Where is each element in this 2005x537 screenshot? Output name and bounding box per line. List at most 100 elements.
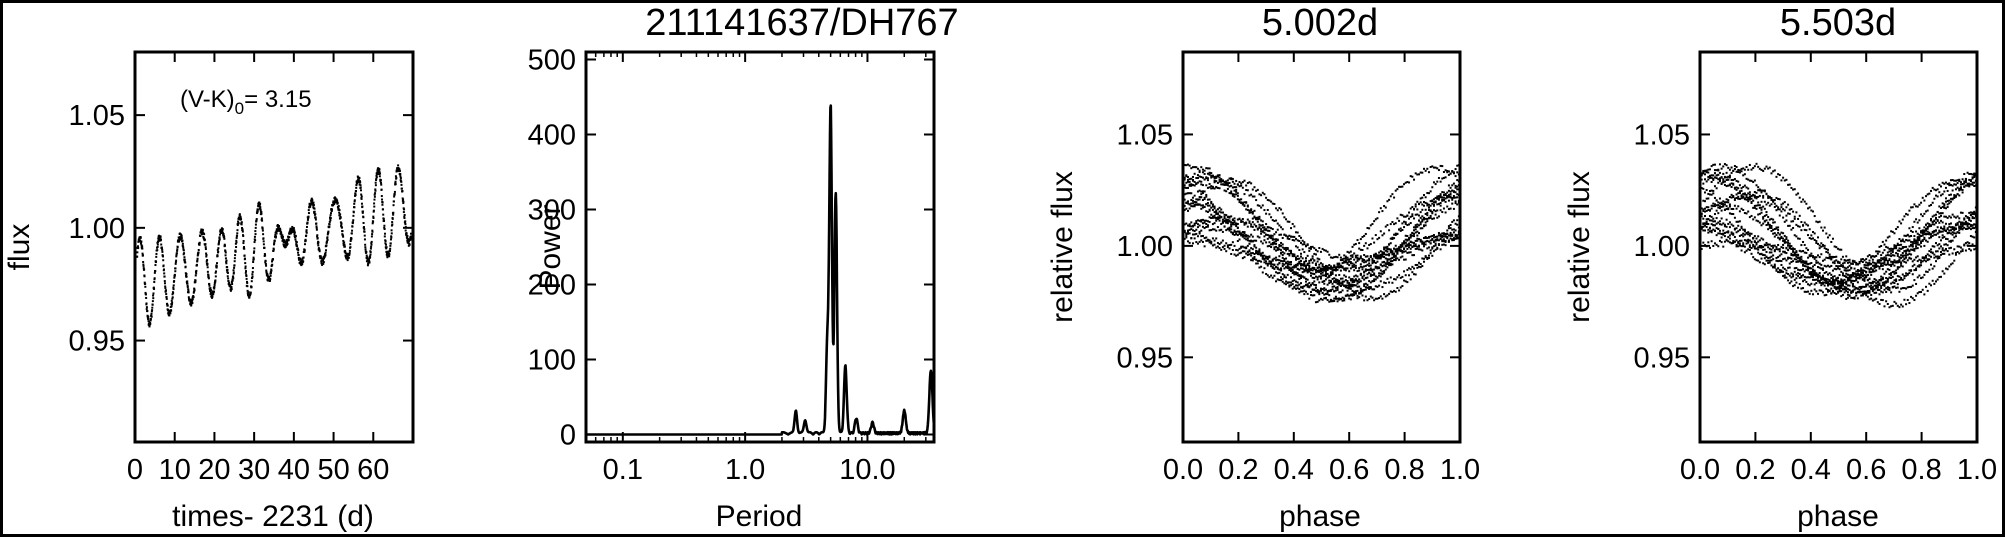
phased-point	[1928, 192, 1931, 195]
phased-point	[1388, 264, 1391, 267]
phased-point	[1775, 256, 1778, 259]
lightcurve-point	[164, 289, 167, 292]
phased-point	[1871, 280, 1874, 283]
lightcurve-point	[190, 304, 193, 307]
phased-point	[1419, 227, 1422, 230]
phased-point	[1363, 234, 1366, 237]
lightcurve-point	[306, 221, 309, 224]
phased-point	[1334, 281, 1337, 284]
lightcurve-point	[222, 233, 225, 236]
phased-point	[1396, 249, 1399, 252]
lightcurve-point	[246, 289, 249, 292]
lightcurve-point	[325, 241, 328, 244]
phased-point	[1895, 286, 1898, 289]
phased-point	[1324, 270, 1327, 273]
phased-point	[1944, 207, 1947, 210]
phased-point	[1732, 194, 1735, 197]
lightcurve-point	[171, 301, 174, 304]
phased-point	[1805, 265, 1808, 268]
phased-point	[1293, 273, 1296, 276]
phased-point	[1954, 195, 1957, 198]
phased-point	[1293, 255, 1296, 258]
phased-point	[1416, 247, 1419, 250]
phased-point	[1313, 277, 1316, 280]
phased-point	[1313, 247, 1316, 250]
phased-point	[1333, 277, 1336, 280]
phased-point	[1270, 200, 1273, 203]
lightcurve-point	[404, 223, 407, 226]
phased-point	[1304, 277, 1307, 280]
phased-ytick-label: 1.05	[1117, 119, 1173, 151]
phased-point	[1266, 237, 1269, 240]
lightcurve-point	[394, 175, 397, 178]
phased-point	[1336, 263, 1339, 266]
lightcurve-point	[242, 242, 245, 245]
phased-point	[1235, 188, 1238, 191]
phased-point	[1752, 199, 1755, 202]
lightcurve-point	[225, 262, 228, 265]
lightcurve-point	[389, 238, 392, 241]
lightcurve-point	[380, 183, 383, 186]
phased-point	[1338, 282, 1341, 285]
phased-point	[1266, 229, 1269, 232]
lightcurve-point	[360, 195, 363, 198]
phased-point	[1456, 219, 1459, 222]
phased-point	[1351, 266, 1354, 269]
phased-point	[1833, 275, 1836, 278]
lightcurve-point	[372, 220, 375, 223]
phased-point	[1868, 281, 1871, 284]
phased-point	[1725, 176, 1728, 179]
phased-point	[1920, 201, 1923, 204]
phased-point	[1303, 261, 1306, 264]
phased-point	[1218, 214, 1221, 217]
phased-point	[1878, 279, 1881, 282]
phased-xlabel-1: phase	[1279, 500, 1361, 533]
phased-point	[1846, 269, 1849, 272]
phased-point	[1916, 247, 1919, 250]
phased-point	[1893, 261, 1896, 264]
lightcurve-ylabel: flux	[3, 224, 36, 271]
phased-point	[1406, 268, 1409, 271]
lightcurve-point	[314, 218, 317, 221]
phased-point	[1283, 260, 1286, 263]
phased-point	[1241, 220, 1244, 223]
lightcurve-point	[256, 208, 259, 211]
phased-point	[1258, 253, 1261, 256]
phased-point	[1323, 289, 1326, 292]
phased-point	[1308, 247, 1311, 250]
phased-point	[1830, 287, 1833, 290]
phased-point	[1427, 203, 1430, 206]
lightcurve-point	[216, 262, 219, 265]
phased-point	[1349, 287, 1352, 290]
phased-point	[1208, 241, 1211, 244]
lightcurve-point	[393, 192, 396, 195]
lightcurve-point	[141, 254, 144, 257]
phased-point	[1353, 263, 1356, 266]
phased-point	[1391, 252, 1394, 255]
phased-point	[1454, 184, 1457, 187]
phased-point	[1314, 263, 1317, 266]
lightcurve-point	[217, 241, 220, 244]
phased-point	[1399, 276, 1402, 279]
phased-point	[1248, 181, 1251, 184]
phased-point	[1833, 255, 1836, 258]
phased-point	[1241, 233, 1244, 236]
lightcurve-point	[191, 299, 194, 302]
phased-point	[1296, 262, 1299, 265]
phased-point	[1404, 258, 1407, 261]
phased-point	[1231, 193, 1234, 196]
phased-point	[1316, 260, 1319, 263]
phased-point	[1798, 269, 1801, 272]
phased-point	[1436, 167, 1439, 170]
phased-point	[1788, 266, 1791, 269]
phased-point	[1201, 234, 1204, 237]
lightcurve-xtick-label: 10	[159, 454, 191, 486]
phased-point	[1906, 249, 1909, 252]
lightcurve-point	[245, 280, 248, 283]
phased-point	[1276, 267, 1279, 270]
phased-point	[1875, 285, 1878, 288]
phased-point	[1762, 189, 1765, 192]
phased-point	[1311, 294, 1314, 297]
phased-point	[1348, 276, 1351, 279]
phased-point	[1190, 192, 1193, 195]
